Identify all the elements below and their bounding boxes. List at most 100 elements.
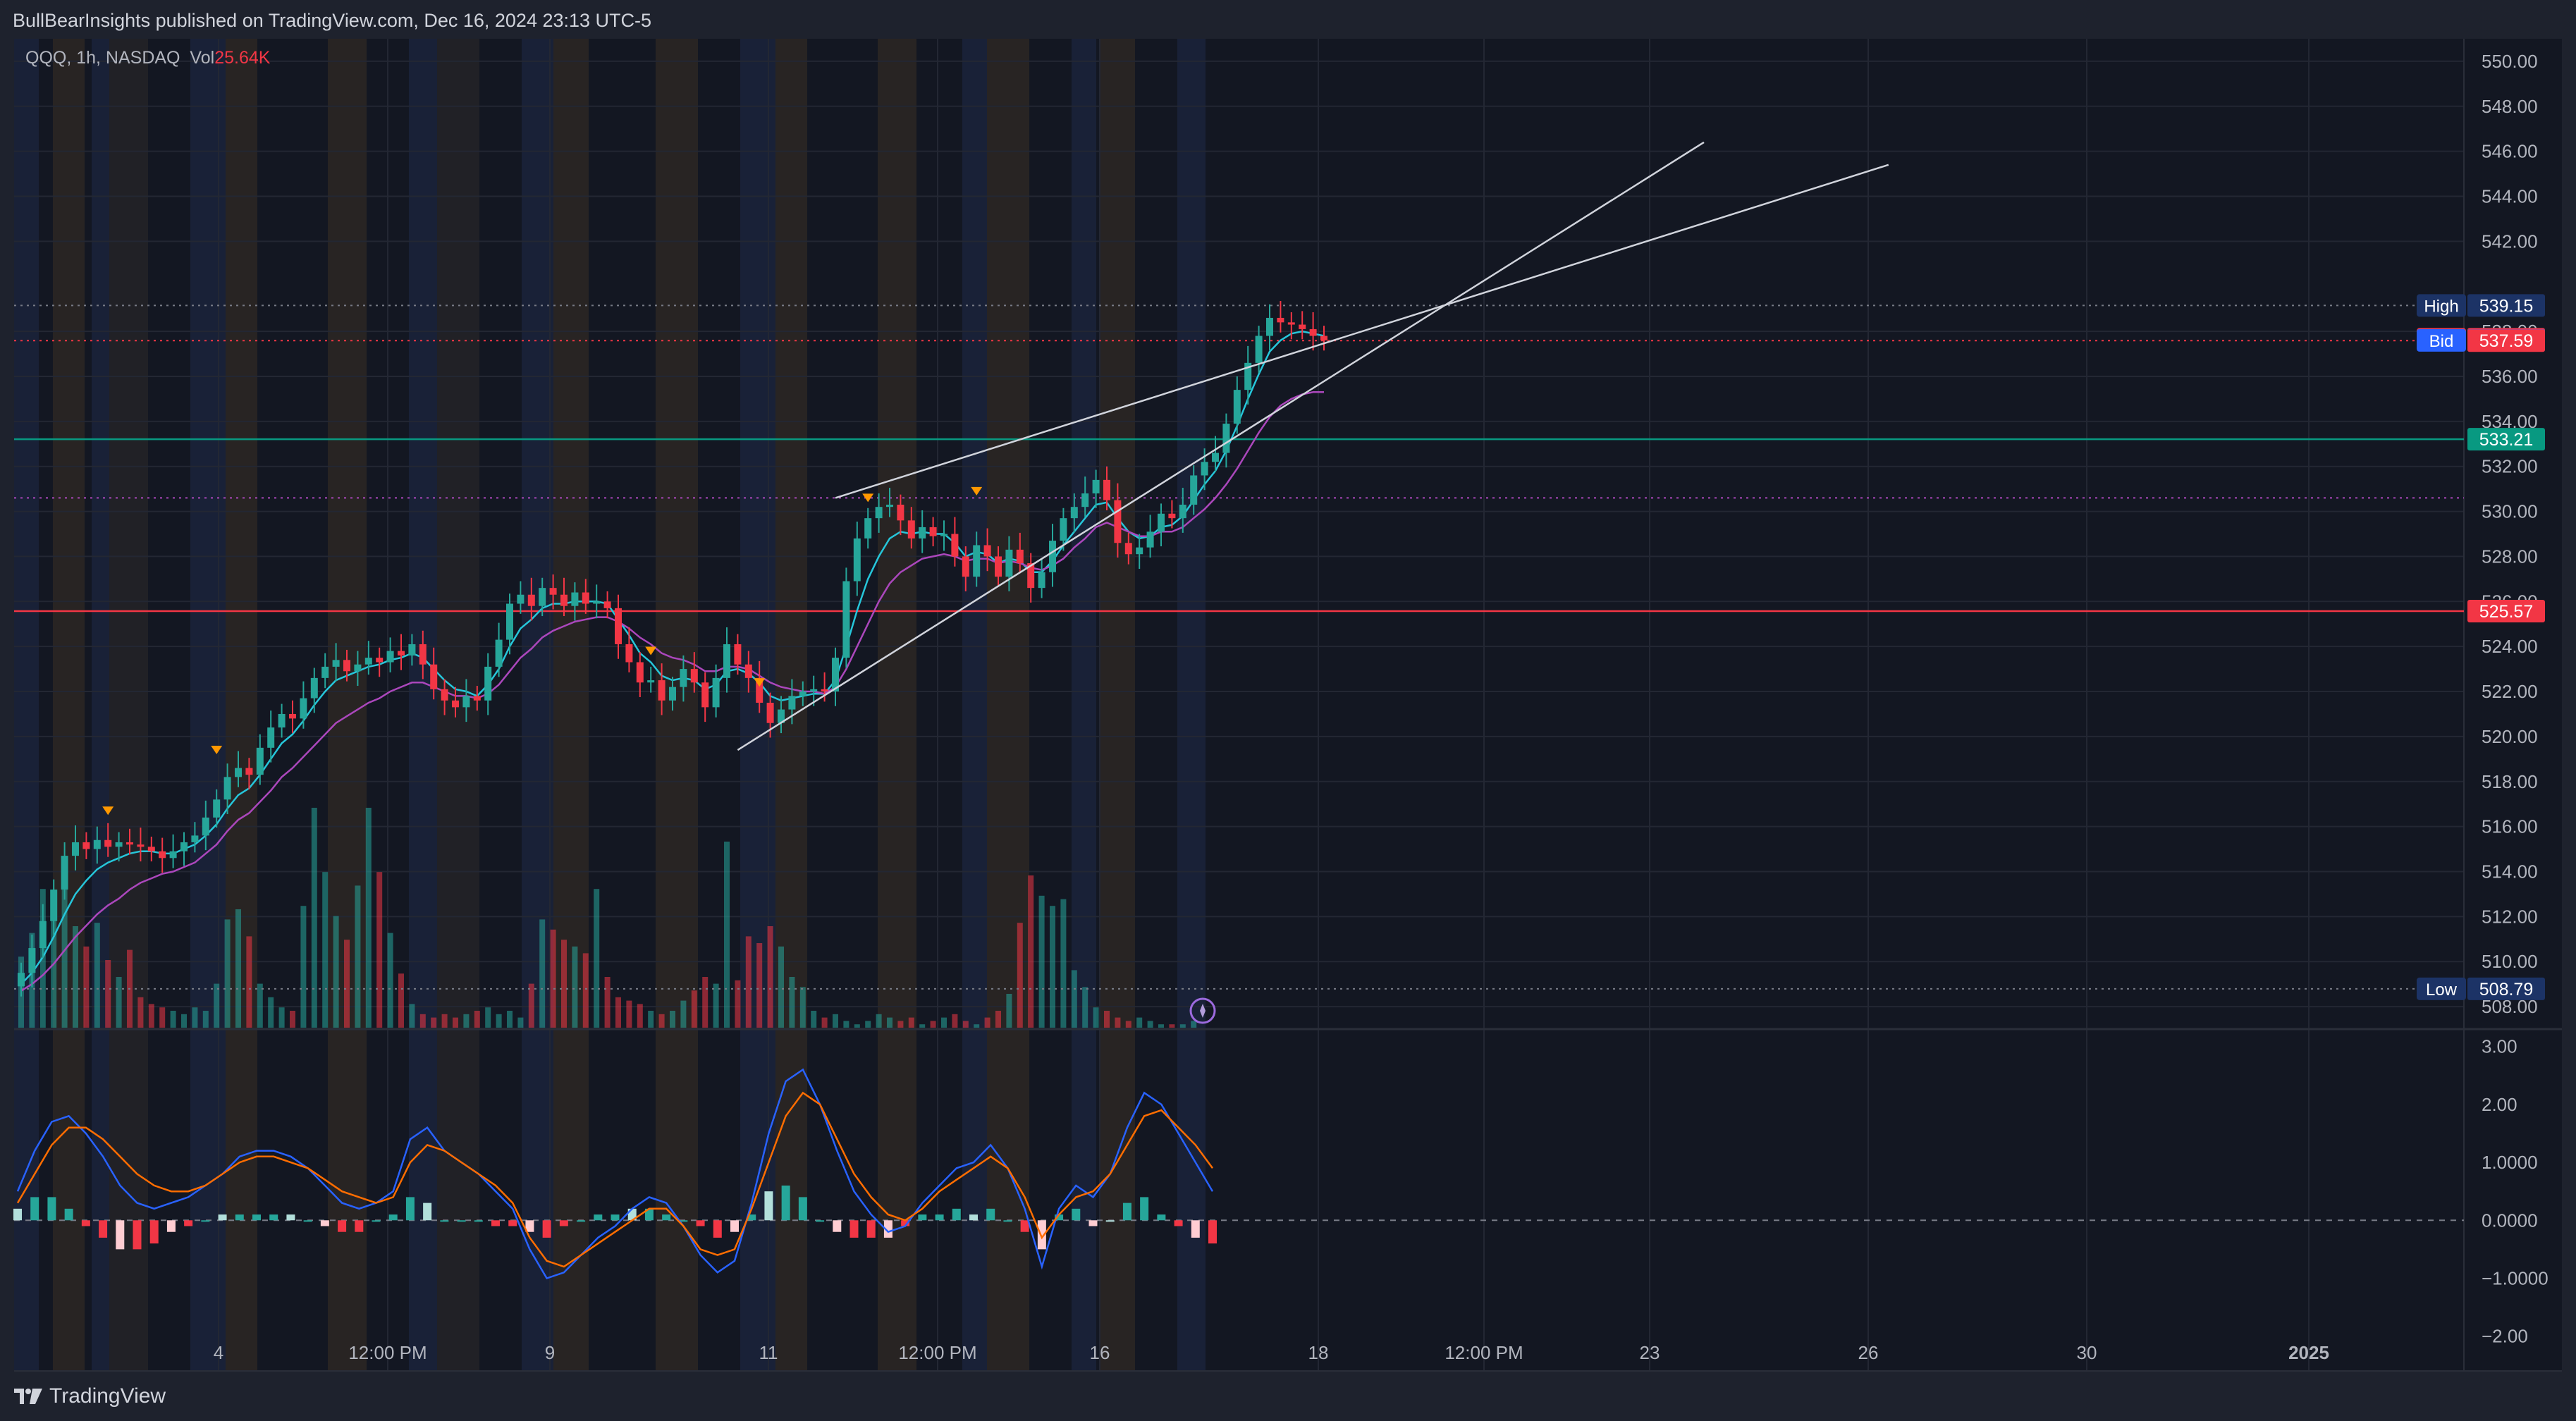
candle-body[interactable] — [1190, 475, 1198, 505]
candle-body[interactable] — [376, 658, 384, 663]
candle-body[interactable] — [289, 713, 296, 719]
candle-body[interactable] — [864, 518, 872, 539]
candle-body[interactable] — [452, 700, 459, 708]
candle-body[interactable] — [61, 856, 68, 890]
candle-body[interactable] — [364, 658, 372, 665]
candle-body[interactable] — [680, 669, 687, 687]
candle-body[interactable] — [973, 545, 981, 577]
trendline[interactable] — [835, 164, 1889, 499]
candle-body[interactable] — [473, 696, 481, 701]
candle-body[interactable] — [625, 644, 633, 663]
candle-body[interactable] — [549, 588, 557, 595]
candle-body[interactable] — [919, 527, 926, 539]
candle-body[interactable] — [386, 651, 394, 663]
symbol-legend[interactable]: QQQ, 1h, NASDAQ Vol25.64K — [25, 48, 270, 68]
candle-body[interactable] — [582, 592, 589, 604]
trendline[interactable] — [737, 141, 1705, 751]
candle-body[interactable] — [1233, 390, 1241, 424]
candle-body[interactable] — [310, 677, 318, 699]
candle-body[interactable] — [50, 890, 58, 921]
candle-body[interactable] — [115, 842, 123, 847]
candle-body[interactable] — [690, 669, 698, 683]
candle-body[interactable] — [419, 644, 427, 665]
candle-body[interactable] — [799, 691, 806, 696]
candle-body[interactable] — [723, 644, 730, 678]
candle-body[interactable] — [1299, 324, 1306, 329]
candle-body[interactable] — [147, 847, 155, 851]
candle-body[interactable] — [527, 594, 535, 606]
candle-body[interactable] — [506, 603, 513, 640]
candle-body[interactable] — [1049, 541, 1056, 572]
candle-body[interactable] — [462, 696, 470, 708]
candle-body[interactable] — [766, 702, 774, 723]
candle-body[interactable] — [1070, 507, 1078, 519]
candle-body[interactable] — [832, 658, 839, 692]
candle-body[interactable] — [571, 592, 579, 606]
candle-body[interactable] — [398, 651, 405, 656]
candle-body[interactable] — [636, 662, 644, 683]
candle-body[interactable] — [104, 839, 112, 847]
candle-body[interactable] — [72, 842, 79, 856]
candle-body[interactable] — [734, 644, 742, 665]
candle-body[interactable] — [1016, 549, 1024, 564]
candle-body[interactable] — [1244, 362, 1252, 390]
candle-body[interactable] — [126, 842, 133, 845]
candle-body[interactable] — [191, 835, 199, 842]
candle-body[interactable] — [1038, 572, 1045, 589]
price-badge[interactable]: 537.59 — [2467, 329, 2545, 352]
candle-body[interactable] — [875, 507, 883, 519]
candle-body[interactable] — [1309, 328, 1317, 336]
candle-body[interactable] — [788, 696, 796, 710]
candle-body[interactable] — [897, 504, 904, 521]
candle-body[interactable] — [517, 594, 525, 604]
price-badge[interactable]: High 539.15 — [2417, 294, 2545, 317]
candle-body[interactable] — [321, 666, 329, 678]
candle-body[interactable] — [235, 768, 242, 777]
candle-body[interactable] — [929, 527, 937, 536]
candle-body[interactable] — [951, 534, 959, 557]
candle-body[interactable] — [1158, 513, 1165, 532]
candle-body[interactable] — [159, 851, 166, 859]
candle-body[interactable] — [658, 680, 666, 701]
candle-body[interactable] — [256, 747, 264, 775]
candle-body[interactable] — [1146, 531, 1154, 548]
candle-body[interactable] — [430, 664, 438, 689]
footer-brand[interactable]: TradingView — [13, 1384, 166, 1408]
candle-body[interactable] — [1081, 493, 1089, 508]
candle-body[interactable] — [1179, 504, 1186, 519]
candle-body[interactable] — [343, 660, 350, 672]
candle-body[interactable] — [995, 556, 1002, 577]
candle-body[interactable] — [560, 594, 568, 606]
candle-body[interactable] — [18, 973, 25, 987]
candle-body[interactable] — [712, 677, 720, 708]
candle-body[interactable] — [756, 677, 763, 703]
candle-body[interactable] — [1092, 479, 1100, 494]
candle-body[interactable] — [983, 545, 991, 557]
candle-body[interactable] — [1005, 549, 1013, 577]
candle-body[interactable] — [1266, 317, 1273, 336]
replay-icon[interactable] — [1189, 997, 1216, 1024]
candle-body[interactable] — [408, 644, 416, 656]
candle-body[interactable] — [223, 777, 231, 800]
price-badge[interactable]: 533.21 — [2467, 428, 2545, 451]
candle-body[interactable] — [962, 556, 969, 577]
candle-body[interactable] — [1114, 500, 1122, 543]
candle-body[interactable] — [245, 768, 253, 775]
candle-body[interactable] — [93, 839, 101, 849]
candle-body[interactable] — [332, 660, 340, 667]
candle-body[interactable] — [180, 842, 188, 851]
candle-body[interactable] — [213, 799, 221, 818]
candle-body[interactable] — [1124, 543, 1132, 555]
candle-body[interactable] — [1320, 336, 1327, 340]
price-badge[interactable]: 525.57 — [2467, 600, 2545, 623]
candle-body[interactable] — [615, 608, 622, 644]
candle-body[interactable] — [82, 842, 90, 849]
candle-body[interactable] — [495, 639, 503, 667]
candle-body[interactable] — [744, 664, 752, 678]
candle-body[interactable] — [886, 504, 893, 508]
candle-body[interactable] — [484, 666, 492, 701]
candle-body[interactable] — [1060, 518, 1067, 541]
candle-body[interactable] — [1168, 513, 1176, 519]
candle-body[interactable] — [701, 682, 709, 708]
